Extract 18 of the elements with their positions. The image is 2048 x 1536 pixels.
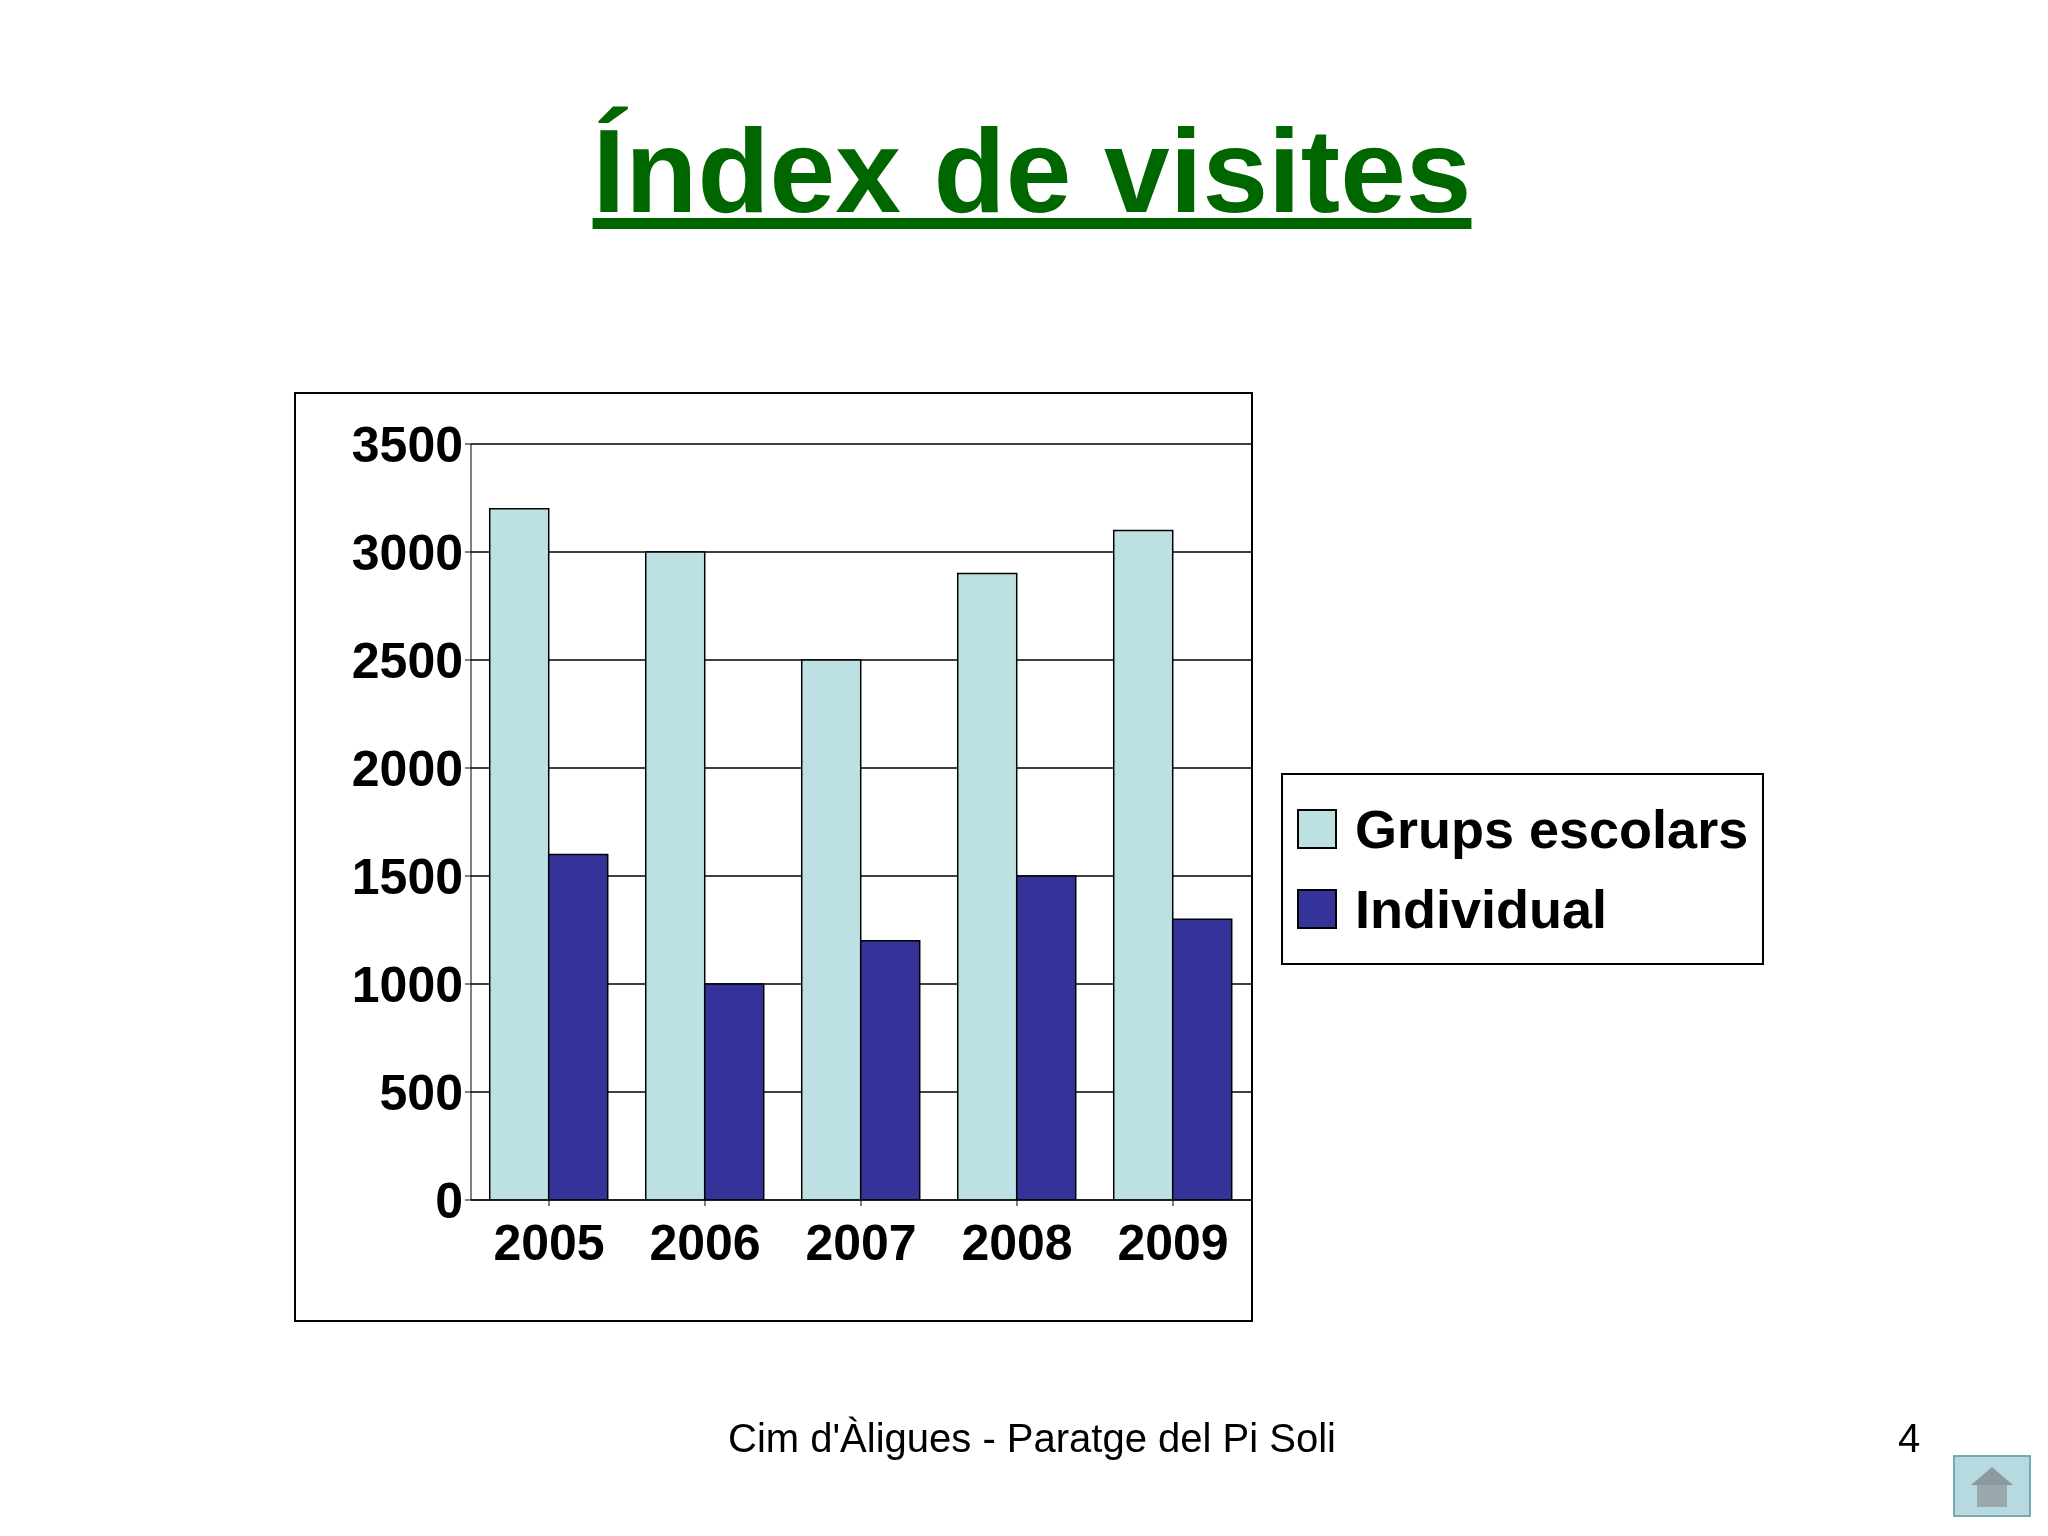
legend-label: Individual	[1354, 878, 1609, 941]
y-tick-label: 3500	[351, 416, 463, 473]
y-tick-label: 2000	[351, 740, 463, 797]
legend-label: Grups escolars	[1354, 798, 1749, 861]
x-tick-label: 2005	[493, 1214, 605, 1271]
x-tick-label: 2009	[1117, 1214, 1229, 1271]
y-tick-label: 1000	[351, 956, 463, 1013]
chart-title: Índex de visites	[591, 104, 1473, 239]
y-tick-label: 1500	[351, 848, 463, 905]
y-tick-label: 0	[435, 1172, 463, 1229]
y-tick-label: 2500	[351, 632, 463, 689]
text: 4	[1898, 1416, 1921, 1461]
x-tick-label: 2006	[649, 1214, 761, 1271]
text: Cim d'Àligues - Paratge del Pi Soli	[728, 1416, 1336, 1460]
x-tick-label: 2007	[805, 1214, 917, 1271]
y-tick-label: 500	[379, 1064, 463, 1121]
x-tick-label: 2008	[961, 1214, 1073, 1271]
y-tick-label: 3000	[351, 524, 463, 581]
